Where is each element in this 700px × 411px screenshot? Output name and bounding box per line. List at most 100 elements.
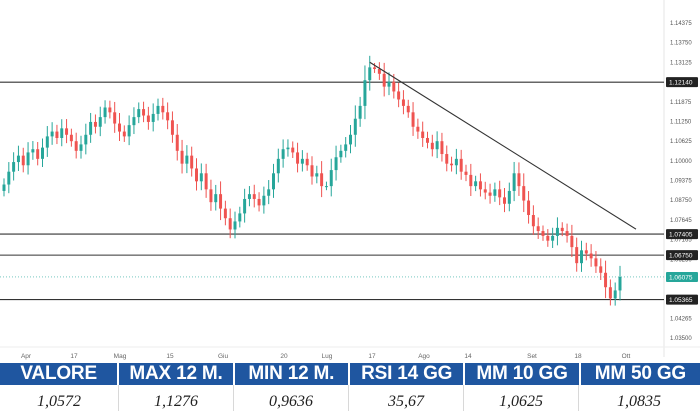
candle-body [353, 118, 357, 135]
candle-body [560, 227, 564, 232]
candle-body [454, 158, 458, 166]
candle-body [315, 173, 319, 177]
candle-body [190, 155, 194, 169]
candle-body [320, 173, 324, 187]
candle-body [36, 149, 40, 159]
level-price-label: 1.06750 [669, 253, 693, 260]
stats-value-min: 0,9636 [234, 385, 349, 411]
candle-body [329, 170, 333, 187]
stats-value-max: 1,1276 [119, 385, 234, 411]
y-tick-label: 1.04265 [670, 316, 692, 322]
candle-body [243, 198, 247, 214]
candle-body [180, 150, 184, 164]
candle-body [89, 121, 93, 135]
candle-body [219, 194, 223, 209]
y-tick-label: 1.13750 [670, 41, 692, 47]
candlestick-chart-svg: 1.143751.137501.131251.125001.118751.112… [0, 0, 700, 362]
stats-header-row: VALORE MAX 12 M. MIN 12 M. RSI 14 GG MM … [0, 363, 700, 385]
candle-body [209, 189, 213, 203]
candle-body [79, 144, 83, 151]
y-tick-label: 1.10625 [670, 139, 692, 145]
candle-body [161, 105, 165, 113]
candle-body [281, 149, 285, 159]
last-price-tag [666, 271, 698, 282]
x-tick-label: 17 [368, 353, 376, 360]
stats-header-mm50: MM 50 GG [580, 363, 700, 385]
candle-body [257, 198, 261, 206]
candle-body [459, 158, 463, 172]
last-price-label: 1.06075 [669, 274, 693, 281]
x-tick-label: Giu [218, 353, 229, 360]
candle-body [26, 152, 30, 166]
x-tick-label: 17 [70, 353, 78, 360]
candle-body [296, 152, 300, 164]
candle-body [175, 134, 179, 151]
x-tick-label: 14 [464, 353, 472, 360]
candle-body [555, 227, 559, 236]
candle-body [541, 231, 545, 236]
candle-body [493, 189, 497, 196]
y-tick-label: 1.11250 [670, 119, 692, 125]
x-tick-label: 18 [574, 353, 582, 360]
candle-body [608, 287, 612, 299]
candle-body [137, 109, 141, 118]
candle-body [127, 125, 131, 137]
candle-body [570, 235, 574, 248]
trend-line [369, 61, 637, 230]
candle-body [469, 174, 473, 187]
level-price-label: 1.07405 [669, 232, 693, 239]
x-tick-label: 20 [280, 353, 288, 360]
candle-body [7, 171, 11, 185]
candle-body [55, 131, 59, 138]
candle-body [522, 186, 526, 201]
candle-body [618, 276, 622, 291]
candle-body [503, 197, 506, 204]
y-tick-label: 1.14375 [670, 21, 692, 27]
candle-body [122, 131, 126, 137]
level-price-label: 1.05365 [669, 297, 693, 304]
stats-header-rsi: RSI 14 GG [350, 363, 464, 385]
stats-value-rsi: 35,67 [349, 385, 464, 411]
candle-body [238, 213, 242, 222]
level-price-label: 1.12140 [669, 80, 693, 87]
candle-body [580, 250, 583, 264]
candle-body [272, 173, 275, 190]
candle-body [41, 147, 44, 159]
candle-body [286, 147, 290, 150]
candle-body [195, 168, 198, 182]
stats-header-mm10: MM 10 GG [465, 363, 579, 385]
y-tick-label: 1.07645 [670, 218, 692, 224]
x-tick-label: Ott [622, 353, 631, 360]
candle-body [531, 215, 535, 227]
candle-body [382, 73, 386, 87]
stats-value-valore: 1,0572 [0, 385, 119, 411]
candle-body [435, 141, 439, 150]
candle-body [565, 231, 569, 236]
candle-body [103, 107, 107, 118]
candle-body [349, 134, 352, 145]
candle-body [363, 80, 367, 106]
plot-background [0, 0, 700, 362]
candle-body [589, 253, 593, 259]
y-tick-label: 1.06250 [670, 257, 692, 263]
candle-body [108, 107, 112, 113]
candle-body [546, 235, 550, 241]
candle-body [373, 67, 377, 69]
candle-body [300, 158, 304, 164]
candle-body [426, 137, 429, 143]
candle-body [507, 190, 511, 204]
candle-body [132, 117, 136, 126]
candle-body [445, 154, 449, 164]
candle-body [377, 68, 381, 74]
candle-body [440, 141, 444, 155]
candle-body [344, 144, 348, 151]
stats-header-max: MAX 12 M. [119, 363, 233, 385]
price-chart: 1.143751.137501.131251.125001.118751.112… [0, 0, 700, 362]
candle-body [228, 218, 232, 230]
y-tick-label: 1.10000 [670, 159, 692, 165]
stats-table: VALORE MAX 12 M. MIN 12 M. RSI 14 GG MM … [0, 363, 700, 411]
candle-body [276, 158, 280, 174]
candle-body [450, 163, 454, 166]
candle-body [262, 195, 266, 206]
candle-body [146, 115, 150, 122]
